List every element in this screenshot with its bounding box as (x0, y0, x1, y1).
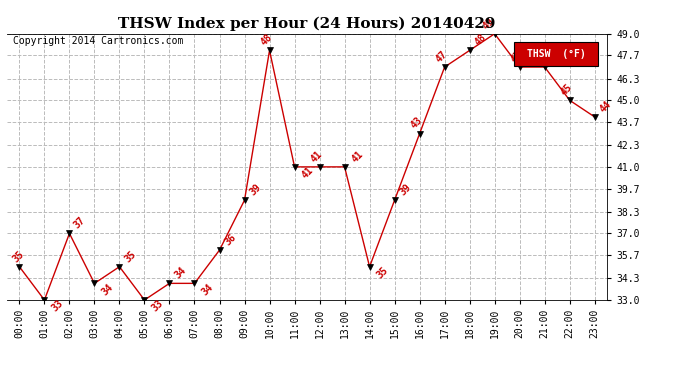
Text: 49: 49 (481, 16, 496, 31)
Text: 45: 45 (559, 82, 574, 98)
Text: 39: 39 (397, 182, 413, 197)
Text: 33: 33 (50, 298, 66, 314)
Text: Copyright 2014 Cartronics.com: Copyright 2014 Cartronics.com (13, 36, 184, 46)
Text: 47: 47 (433, 49, 449, 64)
Text: 33: 33 (150, 298, 166, 314)
Text: 41: 41 (300, 165, 315, 181)
Text: 34: 34 (172, 265, 188, 280)
Title: THSW Index per Hour (24 Hours) 20140429: THSW Index per Hour (24 Hours) 20140429 (118, 17, 496, 31)
Text: 41: 41 (308, 149, 324, 164)
Text: 48: 48 (473, 32, 488, 48)
Text: 41: 41 (350, 149, 366, 164)
Text: 47: 47 (509, 49, 524, 64)
Text: 36: 36 (222, 232, 237, 247)
Text: 35: 35 (375, 265, 391, 280)
Text: THSW  (°F): THSW (°F) (526, 49, 586, 59)
FancyBboxPatch shape (514, 42, 598, 66)
Text: 37: 37 (72, 215, 88, 231)
Text: 43: 43 (408, 116, 424, 131)
Text: 39: 39 (247, 182, 263, 197)
Text: 47: 47 (547, 49, 563, 64)
Text: 34: 34 (100, 282, 115, 297)
Text: 48: 48 (259, 32, 274, 48)
Text: 44: 44 (598, 99, 613, 114)
Text: 34: 34 (200, 282, 215, 297)
Text: 35: 35 (122, 249, 137, 264)
Text: 35: 35 (11, 249, 26, 264)
